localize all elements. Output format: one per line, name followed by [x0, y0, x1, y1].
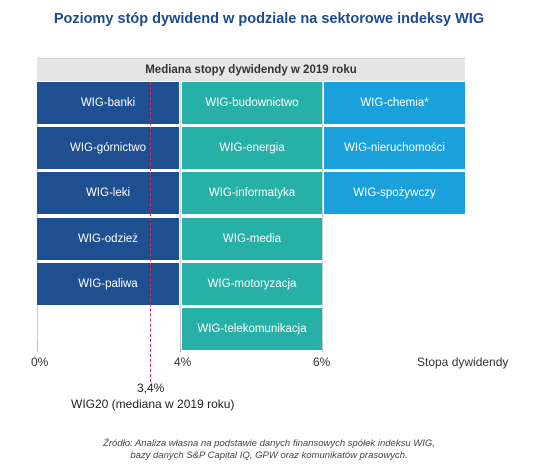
- sector-tile: WIG-banki: [37, 82, 179, 124]
- tick-label-0: 0%: [31, 355, 49, 369]
- tick-label-4: 4%: [174, 355, 192, 369]
- sector-tile: WIG-energia: [182, 127, 322, 170]
- axis-tick-0: [37, 342, 38, 352]
- sector-tile: WIG-telekomunikacja: [182, 308, 322, 350]
- sector-tile: WIG-motoryzacja: [182, 262, 322, 305]
- source-note: Źródło: Analiza własna na podstawie dany…: [0, 438, 538, 462]
- sector-tile: WIG-leki: [37, 172, 179, 215]
- median-value-label: 3,4%: [137, 381, 165, 395]
- chart-title: Poziomy stóp dywidend w podziale na sekt…: [53, 11, 485, 27]
- x-axis-label: Stopa dywidendy: [417, 355, 509, 369]
- median-band-header: Mediana stopy dywidendy w 2019 roku: [37, 58, 465, 81]
- sector-tile: WIG-budownictwo: [182, 82, 322, 124]
- sector-tile: WIG-odzież: [37, 217, 179, 260]
- sector-tile: WIG-spożywczy: [324, 172, 465, 215]
- column-divider-6: [322, 82, 323, 343]
- sector-tile: WIG-paliwa: [37, 262, 179, 305]
- source-line-2: bazy danych S&P Capital IQ, GPW oraz kom…: [130, 450, 408, 461]
- sector-tile: WIG-media: [182, 217, 322, 260]
- wig20-median-line: [150, 82, 151, 382]
- sector-tile: WIG-informatyka: [182, 172, 322, 215]
- sector-tile: WIG-górnictwo: [37, 127, 179, 170]
- sector-tile: WIG-nieruchomości: [324, 127, 465, 170]
- column-divider-4: [180, 82, 181, 343]
- tick-label-6: 6%: [313, 355, 331, 369]
- median-series-label: WIG20 (mediana w 2019 roku): [71, 397, 235, 411]
- axis-tick-4: [180, 342, 181, 352]
- source-line-1: Źródło: Analiza własna na podstawie dany…: [103, 438, 435, 449]
- sector-tile: WIG-chemia*: [324, 82, 465, 124]
- axis-tick-6: [322, 342, 323, 352]
